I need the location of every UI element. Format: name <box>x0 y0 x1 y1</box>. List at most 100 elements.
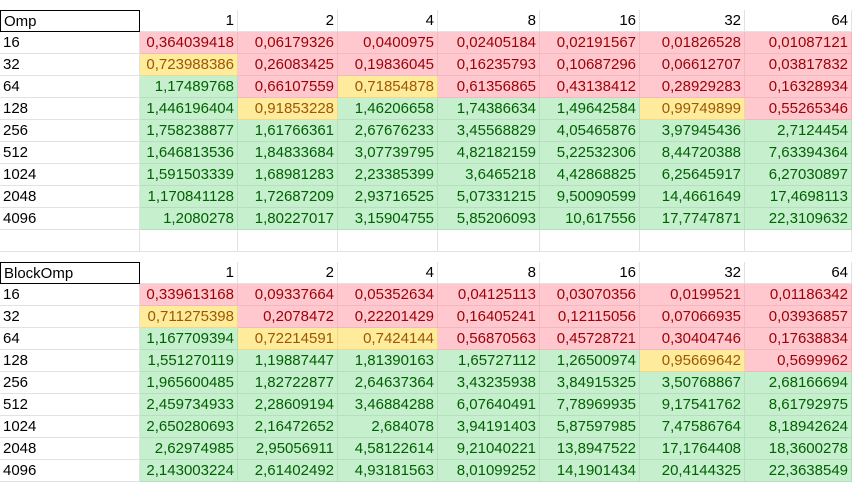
data-cell[interactable]: 0,339613168 <box>140 284 238 306</box>
data-cell[interactable]: 0,01186342 <box>745 284 852 306</box>
data-cell[interactable]: 6,07640491 <box>438 394 540 416</box>
data-cell[interactable]: 0,0400975 <box>338 32 438 54</box>
data-cell[interactable]: 2,7124454 <box>745 120 852 142</box>
data-cell[interactable]: 0,711275398 <box>140 306 238 328</box>
empty-cell[interactable] <box>438 230 540 252</box>
data-cell[interactable]: 0,55265346 <box>745 98 852 120</box>
data-cell[interactable]: 4,93181563 <box>338 460 438 482</box>
data-cell[interactable]: 22,3109632 <box>745 208 852 230</box>
data-cell[interactable]: 3,94191403 <box>438 416 540 438</box>
data-cell[interactable]: 4,05465876 <box>540 120 640 142</box>
data-cell[interactable]: 1,82722877 <box>238 372 338 394</box>
data-cell[interactable]: 6,27030897 <box>745 164 852 186</box>
data-cell[interactable]: 10,617556 <box>540 208 640 230</box>
data-cell[interactable]: 0,95669642 <box>640 350 745 372</box>
data-cell[interactable]: 1,72687209 <box>238 186 338 208</box>
data-cell[interactable]: 3,43235938 <box>438 372 540 394</box>
data-cell[interactable]: 2,16472652 <box>238 416 338 438</box>
column-header-cell[interactable]: 1 <box>140 262 238 284</box>
row-label-cell[interactable]: 4096 <box>0 208 140 230</box>
row-label-cell[interactable]: 64 <box>0 328 140 350</box>
data-cell[interactable]: 8,01099252 <box>438 460 540 482</box>
data-cell[interactable]: 0,17638834 <box>745 328 852 350</box>
row-label-cell[interactable]: 32 <box>0 54 140 76</box>
data-cell[interactable]: 0,19836045 <box>338 54 438 76</box>
data-cell[interactable]: 1,68981283 <box>238 164 338 186</box>
row-label-cell[interactable]: 2048 <box>0 438 140 460</box>
data-cell[interactable]: 9,21040221 <box>438 438 540 460</box>
data-cell[interactable]: 2,684078 <box>338 416 438 438</box>
data-cell[interactable]: 3,07739795 <box>338 142 438 164</box>
data-cell[interactable]: 0,28929283 <box>640 76 745 98</box>
data-cell[interactable]: 3,84915325 <box>540 372 640 394</box>
data-cell[interactable]: 9,17541762 <box>640 394 745 416</box>
data-cell[interactable]: 20,4144325 <box>640 460 745 482</box>
column-header-cell[interactable]: 8 <box>438 262 540 284</box>
data-cell[interactable]: 1,551270119 <box>140 350 238 372</box>
empty-cell[interactable] <box>0 230 140 252</box>
row-label-cell[interactable]: 256 <box>0 372 140 394</box>
row-label-cell[interactable]: 128 <box>0 350 140 372</box>
data-cell[interactable]: 17,1764408 <box>640 438 745 460</box>
data-cell[interactable]: 0,723988386 <box>140 54 238 76</box>
data-cell[interactable]: 2,95056911 <box>238 438 338 460</box>
data-cell[interactable]: 1,81390163 <box>338 350 438 372</box>
data-cell[interactable]: 0,02191567 <box>540 32 640 54</box>
data-cell[interactable]: 3,50768867 <box>640 372 745 394</box>
data-cell[interactable]: 3,45568829 <box>438 120 540 142</box>
empty-cell[interactable] <box>140 230 238 252</box>
data-cell[interactable]: 0,03817832 <box>745 54 852 76</box>
data-cell[interactable]: 2,93716525 <box>338 186 438 208</box>
column-header-cell[interactable]: 16 <box>540 262 640 284</box>
empty-cell[interactable] <box>640 230 745 252</box>
data-cell[interactable]: 0,99749899 <box>640 98 745 120</box>
data-cell[interactable]: 5,87597985 <box>540 416 640 438</box>
data-cell[interactable]: 8,18942624 <box>745 416 852 438</box>
data-cell[interactable]: 7,63394364 <box>745 142 852 164</box>
data-cell[interactable]: 0,06179326 <box>238 32 338 54</box>
column-header-cell[interactable]: 64 <box>745 10 852 32</box>
data-cell[interactable]: 1,965600485 <box>140 372 238 394</box>
data-cell[interactable]: 2,143003224 <box>140 460 238 482</box>
data-cell[interactable]: 7,47586764 <box>640 416 745 438</box>
data-cell[interactable]: 1,84833684 <box>238 142 338 164</box>
row-label-cell[interactable]: 1024 <box>0 164 140 186</box>
data-cell[interactable]: 0,03936857 <box>745 306 852 328</box>
data-cell[interactable]: 0,56870563 <box>438 328 540 350</box>
data-cell[interactable]: 1,46206658 <box>338 98 438 120</box>
data-cell[interactable]: 1,80227017 <box>238 208 338 230</box>
column-header-cell[interactable]: 2 <box>238 262 338 284</box>
empty-cell[interactable] <box>338 230 438 252</box>
data-cell[interactable]: 3,6465218 <box>438 164 540 186</box>
data-cell[interactable]: 0,26083425 <box>238 54 338 76</box>
column-header-cell[interactable]: 64 <box>745 262 852 284</box>
data-cell[interactable]: 0,7424144 <box>338 328 438 350</box>
data-cell[interactable]: 2,61402492 <box>238 460 338 482</box>
data-cell[interactable]: 2,62974985 <box>140 438 238 460</box>
data-cell[interactable]: 0,43138412 <box>540 76 640 98</box>
data-cell[interactable]: 4,82182159 <box>438 142 540 164</box>
data-cell[interactable]: 1,65727112 <box>438 350 540 372</box>
column-header-cell[interactable]: 2 <box>238 10 338 32</box>
data-cell[interactable]: 0,61356865 <box>438 76 540 98</box>
data-cell[interactable]: 5,85206093 <box>438 208 540 230</box>
data-cell[interactable]: 9,50090599 <box>540 186 640 208</box>
data-cell[interactable]: 1,758238877 <box>140 120 238 142</box>
row-label-cell[interactable]: 2048 <box>0 186 140 208</box>
data-cell[interactable]: 8,44720388 <box>640 142 745 164</box>
data-cell[interactable]: 0,2078472 <box>238 306 338 328</box>
data-cell[interactable]: 22,3638549 <box>745 460 852 482</box>
column-header-cell[interactable]: 8 <box>438 10 540 32</box>
data-cell[interactable]: 4,42868825 <box>540 164 640 186</box>
data-cell[interactable]: 0,12115056 <box>540 306 640 328</box>
column-header-cell[interactable]: 4 <box>338 10 438 32</box>
data-cell[interactable]: 1,26500974 <box>540 350 640 372</box>
table-title-cell[interactable]: Omp <box>0 10 140 32</box>
data-cell[interactable]: 0,05352634 <box>338 284 438 306</box>
data-cell[interactable]: 3,15904755 <box>338 208 438 230</box>
data-cell[interactable]: 13,8947522 <box>540 438 640 460</box>
row-label-cell[interactable]: 16 <box>0 284 140 306</box>
data-cell[interactable]: 17,4698113 <box>745 186 852 208</box>
data-cell[interactable]: 1,17489768 <box>140 76 238 98</box>
data-cell[interactable]: 5,22532306 <box>540 142 640 164</box>
